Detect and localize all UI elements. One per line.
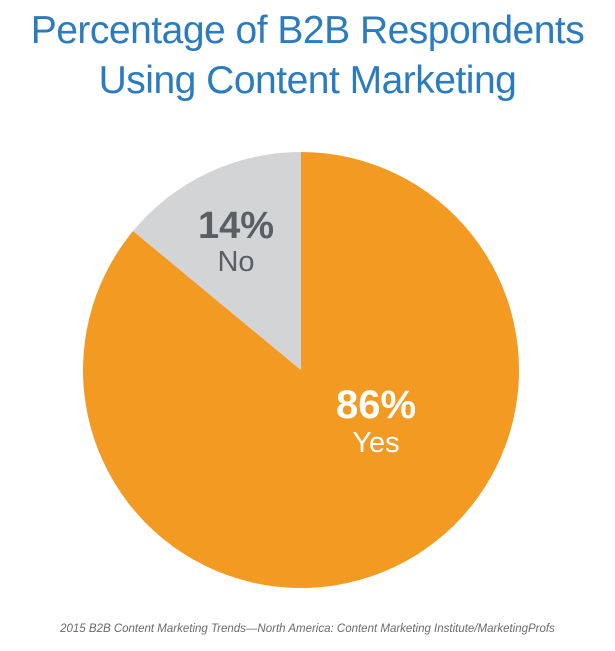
- source-note: 2015 B2B Content Marketing Trends—North …: [60, 623, 555, 635]
- pie-category-label-no: No: [217, 246, 254, 278]
- pie-slice-yes: [82, 152, 519, 588]
- pie-value-label-no: 14%: [198, 205, 274, 247]
- chart-title-line-1: Percentage of B2B Respondents: [30, 9, 585, 52]
- chart-title: Percentage of B2B Respondents Using Cont…: [0, 6, 615, 106]
- pie-value-label-yes: 86%: [336, 383, 416, 427]
- chart-title-line-2: Using Content Marketing: [98, 59, 517, 102]
- pie-category-label-yes: Yes: [352, 427, 399, 459]
- pie-slice-no: [133, 152, 301, 370]
